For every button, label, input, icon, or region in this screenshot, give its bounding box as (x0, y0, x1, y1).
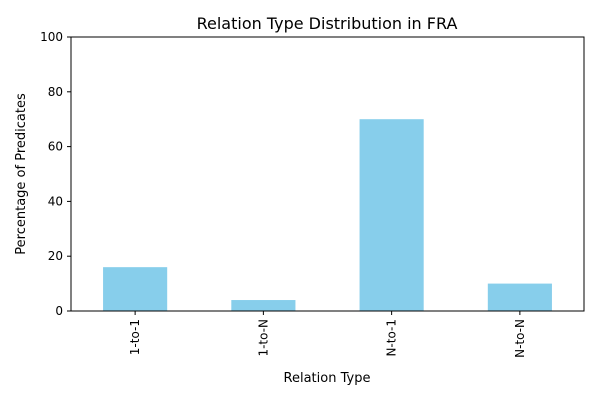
y-axis-label: Percentage of Predicates (14, 93, 29, 255)
y-tick-label: 40 (48, 194, 63, 208)
x-tick-label: N-to-N (513, 319, 527, 358)
x-axis-label: Relation Type (284, 371, 371, 386)
bar-N-to-N (487, 283, 552, 311)
x-tick-label: N-to-1 (385, 319, 399, 357)
bar-N-to-1 (359, 119, 424, 311)
bar-1-to-N (231, 300, 296, 311)
bar-1-to-1 (103, 267, 168, 311)
y-tick-label: 60 (48, 140, 63, 154)
y-tick-label: 20 (48, 249, 63, 263)
x-tick-label: 1-to-N (256, 319, 270, 357)
chart-title: Relation Type Distribution in FRA (197, 14, 458, 33)
plot-frame (70, 36, 585, 312)
plot-area: 1-to-1 1-to-N N-to-1 N-to-N 0 20 40 60 80 100 (40, 30, 552, 358)
y-tick-label: 0 (55, 304, 63, 318)
y-tick-label: 80 (48, 85, 63, 99)
y-tick-label: 100 (40, 30, 63, 44)
x-tick-label: 1-to-1 (128, 319, 142, 355)
